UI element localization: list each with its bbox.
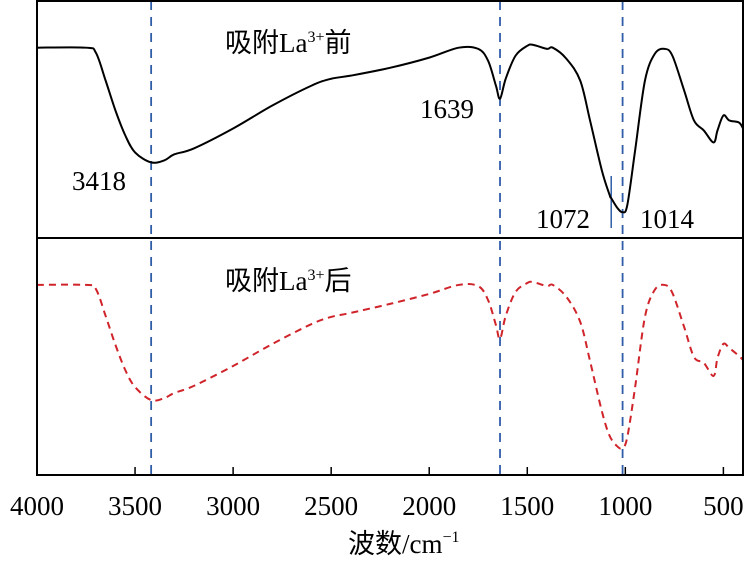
peak-label-3418: 3418	[72, 166, 126, 196]
x-tick-label-2500: 2500	[304, 491, 358, 521]
peak-label-1014: 1014	[640, 204, 695, 234]
x-tick-label-3500: 3500	[108, 491, 162, 521]
peak-label-1072: 1072	[536, 204, 590, 234]
reference-lines	[150, 1, 624, 475]
peak-label-1639: 1639	[420, 94, 474, 124]
x-tick-label-3000: 3000	[206, 491, 260, 521]
spectrum-line-after	[36, 280, 744, 450]
x-tick-label-1000: 1000	[598, 491, 652, 521]
x-axis-ticks: 4000 3500 3000 2500 2000 1500 1000 500	[10, 467, 744, 521]
x-axis-title: 波数/cm−1	[348, 529, 460, 559]
spectrum-line-before	[36, 43, 744, 214]
x-tick-label-2000: 2000	[402, 491, 456, 521]
spectra-curves	[36, 43, 744, 450]
panel-title-after: 吸附La3+后	[225, 266, 352, 296]
x-tick-label-1500: 1500	[500, 491, 554, 521]
x-tick-label-500: 500	[703, 491, 744, 521]
x-tick-label-4000: 4000	[10, 491, 64, 521]
panel-title-before: 吸附La3+前	[225, 28, 352, 58]
